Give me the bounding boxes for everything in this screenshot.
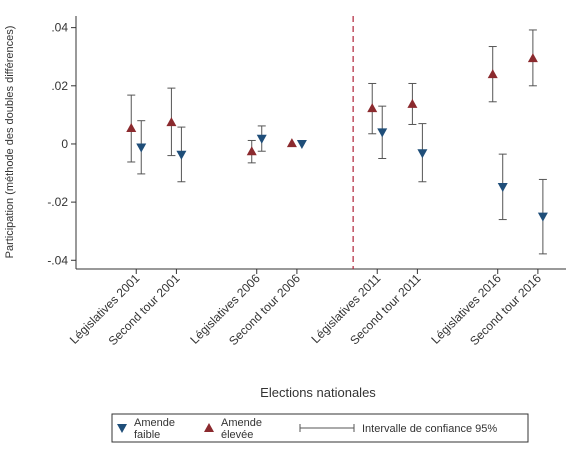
y-tick-label: 0	[61, 137, 68, 151]
data-points	[126, 53, 548, 222]
y-tick-label: .04	[51, 21, 68, 35]
x-tick-label: Législatives 2016	[428, 271, 504, 347]
data-point	[126, 122, 137, 132]
data-point	[176, 150, 187, 160]
x-tick-label: Second tour 2001	[106, 271, 183, 348]
data-point	[256, 134, 267, 144]
x-tick-label: Second tour 2006	[226, 271, 303, 348]
legend-symbol	[204, 423, 214, 432]
data-point	[417, 149, 428, 159]
y-tick-label: -.02	[47, 195, 68, 209]
x-tick-label: Législatives 2006	[187, 271, 263, 347]
legend-label: élevée	[221, 429, 253, 441]
data-point	[286, 138, 297, 148]
data-point	[497, 182, 508, 192]
y-axis-title: Participation (méthode des doubles diffé…	[4, 26, 16, 259]
data-point	[377, 128, 388, 138]
y-tick-label: -.04	[47, 253, 68, 267]
data-point	[367, 103, 378, 113]
legend-symbol	[117, 424, 127, 433]
x-tick-label: Second tour 2011	[347, 271, 423, 347]
legend-label: Amende	[134, 417, 175, 429]
data-point	[296, 139, 307, 149]
data-point	[537, 212, 548, 222]
legend-label: Intervalle de confiance 95%	[362, 423, 497, 435]
legend-label: Amende	[221, 417, 262, 429]
x-axis-title: Elections nationales	[260, 385, 376, 400]
data-point	[136, 143, 147, 153]
legend-label: faible	[134, 429, 160, 441]
data-point	[246, 146, 257, 156]
x-tick-label: Législatives 2001	[67, 271, 143, 347]
x-tick-label: Second tour 2016	[467, 271, 544, 348]
axes: .04 .02 0 -.02 -.04	[47, 16, 566, 270]
x-tick-label: Législatives 2011	[309, 271, 384, 346]
data-point	[487, 69, 498, 79]
y-tick-label: .02	[51, 79, 68, 93]
data-point	[166, 117, 177, 127]
data-point	[527, 53, 538, 63]
data-point	[407, 98, 418, 108]
confidence-intervals	[127, 29, 547, 255]
